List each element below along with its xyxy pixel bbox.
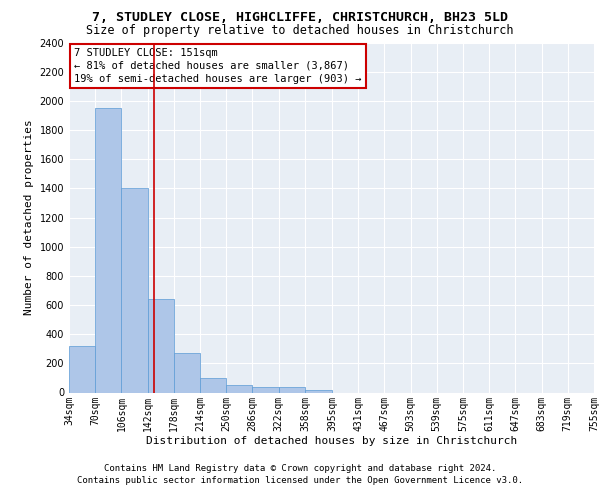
Bar: [253, 386, 279, 392]
Bar: [95, 108, 121, 393]
Bar: [305, 390, 332, 392]
Text: Contains public sector information licensed under the Open Government Licence v3: Contains public sector information licen…: [77, 476, 523, 485]
Bar: [148, 299, 174, 392]
Text: Size of property relative to detached houses in Christchurch: Size of property relative to detached ho…: [86, 24, 514, 37]
Text: Contains HM Land Registry data © Crown copyright and database right 2024.: Contains HM Land Registry data © Crown c…: [104, 464, 496, 473]
Bar: [226, 385, 253, 392]
Bar: [69, 346, 95, 393]
Text: 7, STUDLEY CLOSE, HIGHCLIFFE, CHRISTCHURCH, BH23 5LD: 7, STUDLEY CLOSE, HIGHCLIFFE, CHRISTCHUR…: [92, 11, 508, 24]
Bar: [279, 388, 305, 392]
Bar: [200, 378, 226, 392]
X-axis label: Distribution of detached houses by size in Christchurch: Distribution of detached houses by size …: [146, 436, 517, 446]
Text: 7 STUDLEY CLOSE: 151sqm
← 81% of detached houses are smaller (3,867)
19% of semi: 7 STUDLEY CLOSE: 151sqm ← 81% of detache…: [74, 48, 362, 84]
Y-axis label: Number of detached properties: Number of detached properties: [24, 120, 34, 316]
Bar: [121, 188, 148, 392]
Bar: [174, 353, 200, 393]
